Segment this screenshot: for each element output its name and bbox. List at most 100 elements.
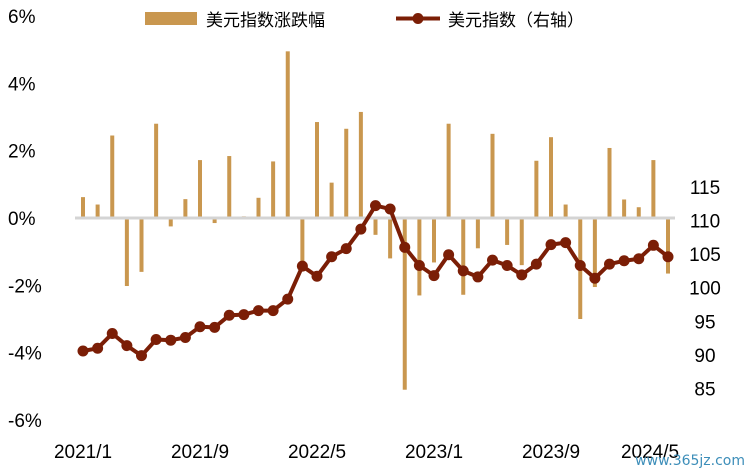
line-point bbox=[238, 309, 250, 321]
right-tick-label: 90 bbox=[694, 346, 715, 367]
line-point bbox=[574, 259, 586, 271]
bar-series bbox=[81, 51, 670, 390]
line-point bbox=[253, 305, 264, 317]
line-point bbox=[355, 223, 367, 235]
line-point bbox=[399, 241, 411, 253]
line-point bbox=[92, 342, 104, 354]
line-point bbox=[530, 258, 542, 270]
bar bbox=[534, 160, 539, 218]
bar bbox=[505, 218, 510, 245]
line-point bbox=[560, 237, 572, 249]
left-tick-label: 0% bbox=[8, 209, 36, 230]
bar bbox=[81, 197, 85, 218]
line-point bbox=[516, 269, 528, 281]
bar bbox=[95, 204, 100, 218]
bar bbox=[198, 160, 202, 218]
bar bbox=[139, 218, 144, 272]
bar bbox=[461, 218, 466, 295]
line-point bbox=[457, 265, 469, 277]
line-point bbox=[179, 332, 191, 344]
line-point bbox=[77, 345, 89, 357]
bar bbox=[417, 218, 422, 296]
right-tick-label: 100 bbox=[689, 279, 721, 300]
line-point bbox=[340, 243, 352, 255]
line-point bbox=[428, 270, 440, 282]
bar bbox=[271, 161, 276, 218]
line-point bbox=[604, 258, 615, 270]
line-point bbox=[267, 305, 279, 317]
bar bbox=[622, 199, 627, 218]
legend: 美元指数涨跌幅 美元指数（右轴） bbox=[145, 11, 584, 31]
left-tick-label: -6% bbox=[8, 411, 42, 432]
bar bbox=[285, 51, 290, 219]
line-point bbox=[136, 350, 147, 362]
line-point bbox=[223, 309, 235, 321]
bar bbox=[432, 218, 436, 263]
line-point bbox=[487, 254, 498, 266]
line-point bbox=[165, 334, 177, 346]
bar bbox=[475, 218, 480, 249]
legend-line-marker bbox=[412, 13, 424, 24]
bar bbox=[607, 147, 612, 218]
x-tick-label: 2023/9 bbox=[522, 442, 580, 463]
x-tick-label: 2021/9 bbox=[171, 442, 229, 463]
bar bbox=[519, 218, 524, 266]
bar bbox=[168, 218, 173, 227]
line-point bbox=[121, 340, 133, 352]
line-point bbox=[618, 255, 630, 267]
line-point bbox=[501, 259, 513, 271]
line-point bbox=[589, 272, 601, 284]
bar bbox=[212, 218, 217, 224]
line-point bbox=[472, 271, 484, 283]
x-tick-label: 2024/5 bbox=[621, 442, 679, 463]
bar bbox=[490, 133, 495, 218]
line-point bbox=[545, 239, 557, 251]
line-point bbox=[633, 253, 645, 265]
line-point bbox=[106, 327, 118, 339]
line-point bbox=[443, 249, 455, 261]
line-point bbox=[662, 251, 674, 263]
bar bbox=[373, 218, 378, 235]
x-tick-label: 2023/1 bbox=[405, 442, 463, 463]
bar bbox=[315, 122, 319, 218]
right-axis-ticks: 85 90 95 100 105 110 115 bbox=[689, 178, 721, 401]
bar bbox=[329, 182, 334, 218]
bar bbox=[256, 197, 261, 218]
bar bbox=[183, 199, 188, 218]
bar bbox=[154, 123, 159, 218]
bar bbox=[124, 218, 129, 287]
bar bbox=[300, 218, 305, 266]
line-point bbox=[150, 334, 162, 346]
legend-bar-label: 美元指数涨跌幅 bbox=[206, 11, 325, 31]
right-tick-label: 85 bbox=[694, 380, 715, 401]
bar bbox=[636, 207, 641, 218]
bar bbox=[563, 204, 568, 218]
line-point bbox=[370, 200, 381, 212]
x-tick-label: 2022/5 bbox=[288, 442, 346, 463]
line-point bbox=[413, 259, 425, 271]
bar bbox=[344, 128, 349, 218]
bar bbox=[402, 218, 407, 390]
line-point bbox=[326, 251, 338, 263]
right-tick-label: 95 bbox=[694, 312, 715, 333]
bar bbox=[388, 218, 393, 259]
bar bbox=[666, 218, 670, 274]
left-axis-ticks: -6% -4% -2% 0% 2% 4% 6% bbox=[8, 7, 42, 432]
bar bbox=[549, 137, 553, 218]
left-tick-label: 2% bbox=[8, 142, 36, 163]
line-point bbox=[209, 321, 221, 333]
legend-bar-swatch bbox=[145, 12, 197, 25]
right-tick-label: 115 bbox=[690, 178, 720, 199]
bar bbox=[227, 156, 232, 218]
line-point bbox=[194, 321, 206, 333]
line-point bbox=[282, 293, 294, 305]
line-point bbox=[296, 260, 308, 272]
legend-line-label: 美元指数（右轴） bbox=[448, 11, 584, 31]
line-point bbox=[384, 203, 396, 215]
bar bbox=[358, 111, 363, 218]
right-tick-label: 110 bbox=[690, 211, 720, 232]
bar bbox=[651, 160, 656, 218]
line-point bbox=[647, 239, 659, 251]
x-axis-ticks: 2021/1 2021/9 2022/5 2023/1 2023/9 2024/5 bbox=[54, 442, 679, 463]
